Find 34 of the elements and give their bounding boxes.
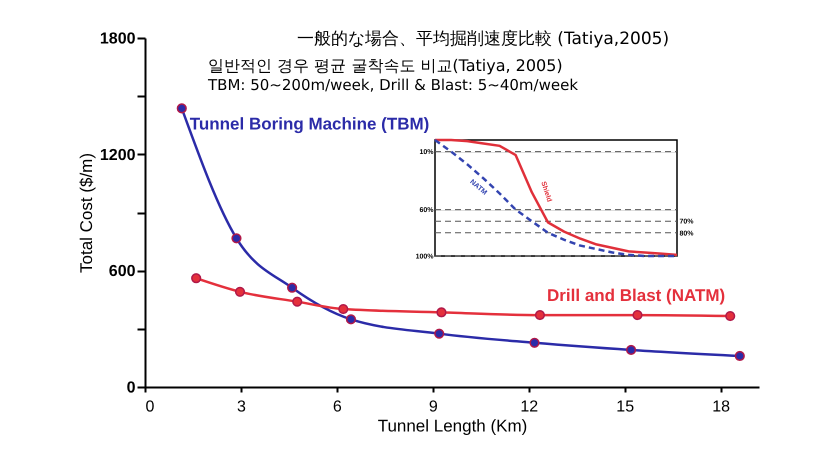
y-tick-label: 600 (108, 263, 136, 280)
x-tick-label: 12 (520, 398, 538, 416)
x-tick-label: 18 (712, 398, 730, 416)
x-tick-label: 6 (332, 398, 342, 416)
point (626, 344, 636, 356)
point (529, 338, 540, 348)
point (234, 286, 246, 297)
y-tick-label: 0 (126, 380, 136, 396)
y-tick-label: 1800 (100, 30, 136, 48)
x-axis-title: Tunnel Length (Km) (378, 416, 528, 436)
x-tick-label: 0 (146, 398, 154, 416)
text: 일반적인 경우 평균 굴착속도 비교(Tatiya, 2005) (208, 56, 563, 75)
point (231, 233, 242, 244)
point (534, 310, 546, 320)
y-tick-label: 1200 (100, 146, 136, 164)
point (287, 282, 298, 293)
point (176, 103, 187, 114)
point (346, 314, 356, 324)
annotation: TBM: 50~200m/week, Drill & Blast: 5~40m/week (207, 76, 578, 94)
chart-title: 一般的な場合、平均掘削速度比較 (Tatiya,2005) (296, 29, 670, 49)
point (632, 310, 643, 320)
x-tick-label: 3 (236, 398, 246, 416)
point (725, 310, 736, 322)
y-axis-title: Total Cost ($/m) (76, 153, 96, 273)
point (434, 328, 444, 339)
point (292, 296, 302, 307)
point (734, 350, 745, 362)
x-tick-label: 9 (428, 398, 438, 416)
series-label: Drill and Blast (NATM) (547, 286, 726, 306)
series-label: Tunnel Boring Machine (TBM) (190, 114, 430, 134)
point (436, 307, 447, 318)
point (338, 304, 348, 314)
point (191, 273, 202, 284)
x-tick-label: 15 (616, 398, 634, 416)
